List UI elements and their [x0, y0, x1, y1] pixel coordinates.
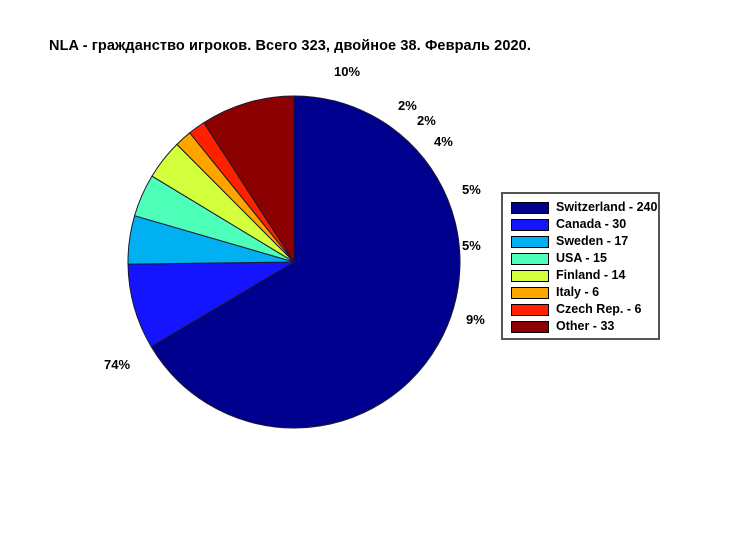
legend-item-label: Canada - 30 [556, 217, 627, 231]
pct-label-finland: 4% [434, 134, 453, 149]
legend-item: Other - 33 [511, 318, 652, 335]
legend-swatch-icon [511, 235, 549, 248]
legend-item-label: Italy - 6 [556, 285, 600, 299]
pie-slice-other [203, 95, 295, 264]
legend-item-label: Finland - 14 [556, 268, 626, 282]
legend-swatch-icon [511, 286, 549, 299]
legend-item-label: USA - 15 [556, 251, 607, 265]
legend-item-label: Sweden - 17 [556, 234, 629, 248]
legend-swatch-icon [511, 320, 549, 333]
legend-item: Finland - 14 [511, 267, 652, 284]
legend-swatch-icon [511, 218, 549, 231]
legend-item: Italy - 6 [511, 284, 652, 301]
legend-swatch-icon [511, 252, 549, 265]
pct-label-switzerland: 74% [104, 357, 131, 372]
chart-legend: Switzerland - 240 Canada - 30 Sweden - 17 U… [501, 192, 660, 340]
legend-swatch-icon [511, 303, 549, 316]
pct-label-canada: 9% [466, 312, 485, 327]
legend-item: USA - 15 [511, 250, 652, 267]
pct-label-usa: 5% [462, 182, 481, 197]
pie-slice-group [127, 95, 461, 429]
legend-swatch-icon [511, 269, 549, 282]
chart-title: NLA - гражданство игроков. Всего 323, дв… [49, 38, 531, 54]
legend-item: Switzerland - 240 [511, 199, 657, 216]
pct-label-czech: 2% [398, 98, 417, 113]
legend-item: Sweden - 17 [511, 233, 652, 250]
pct-label-italy: 2% [417, 113, 436, 128]
legend-item-label: Switzerland - 240 [556, 200, 658, 214]
pie-slice-switzerland [150, 95, 461, 429]
legend-item: Canada - 30 [511, 216, 652, 233]
legend-item-label: Other - 33 [556, 319, 615, 333]
pct-label-other: 10% [334, 64, 361, 79]
legend-item: Czech Rep. - 6 [511, 301, 652, 318]
legend-swatch-icon [511, 201, 549, 214]
pct-label-sweden: 5% [462, 238, 481, 253]
pie-slice-canada [127, 261, 296, 348]
legend-item-label: Czech Rep. - 6 [556, 302, 642, 316]
